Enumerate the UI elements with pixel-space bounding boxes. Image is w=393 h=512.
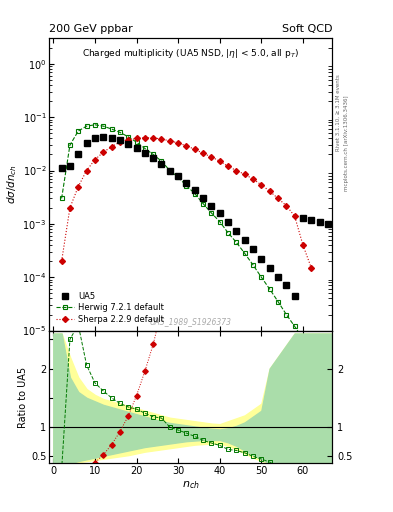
Text: UA5_1989_S1926373: UA5_1989_S1926373 — [150, 317, 231, 326]
Text: Rivet 3.1.10, ≥ 3.1M events: Rivet 3.1.10, ≥ 3.1M events — [336, 74, 341, 151]
Text: Soft QCD: Soft QCD — [282, 24, 332, 34]
Text: 200 GeV ppbar: 200 GeV ppbar — [49, 24, 133, 34]
Y-axis label: $d\sigma/dn_{ch}$: $d\sigma/dn_{ch}$ — [6, 164, 19, 204]
Text: mcplots.cern.ch [arXiv:1306.3436]: mcplots.cern.ch [arXiv:1306.3436] — [344, 96, 349, 191]
X-axis label: $n_{ch}$: $n_{ch}$ — [182, 479, 200, 490]
Legend: UA5, Herwig 7.2.1 default, Sherpa 2.2.9 default: UA5, Herwig 7.2.1 default, Sherpa 2.2.9 … — [53, 289, 167, 326]
Text: Charged multiplicity (UA5 NSD, |$\eta$| < 5.0, all p$_T$): Charged multiplicity (UA5 NSD, |$\eta$| … — [82, 47, 299, 60]
Y-axis label: Ratio to UA5: Ratio to UA5 — [18, 367, 28, 428]
